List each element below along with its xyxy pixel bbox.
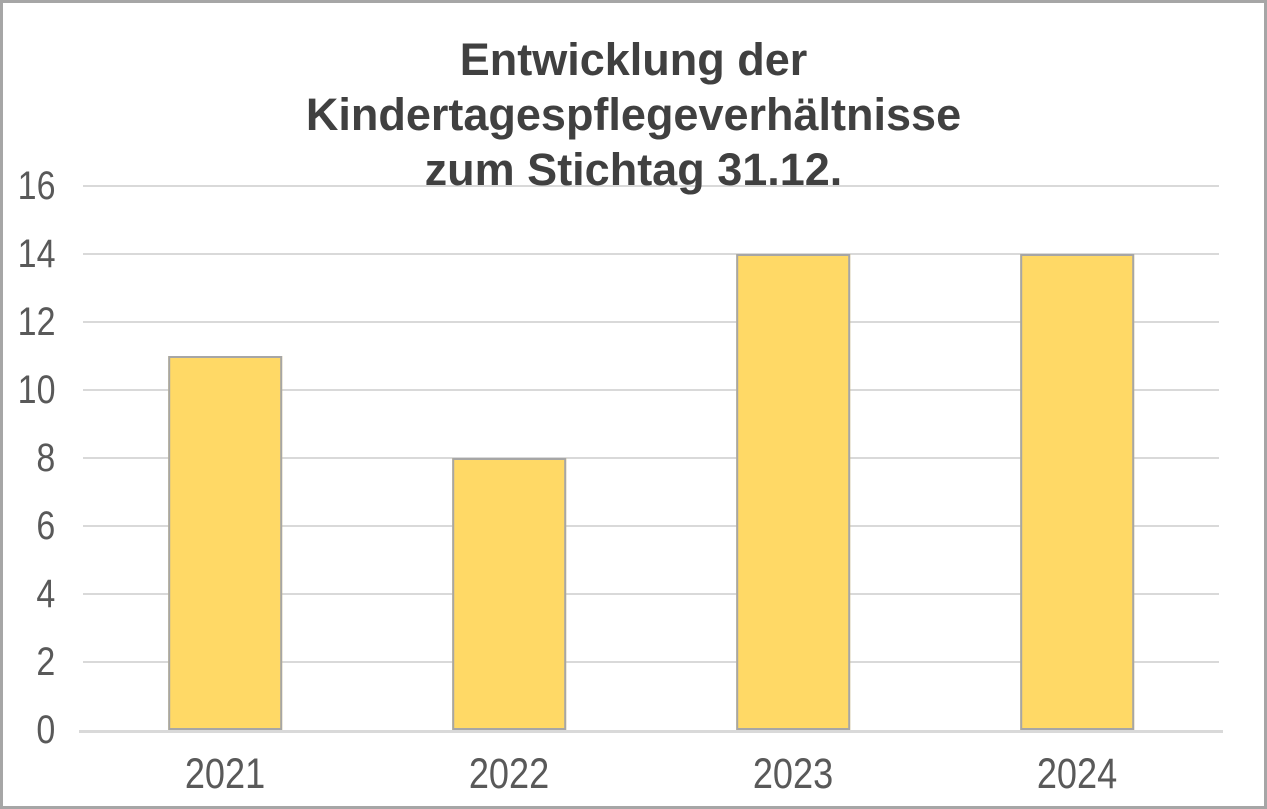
bar-2021 <box>168 356 282 730</box>
gridline <box>83 593 1219 595</box>
gridline <box>83 185 1219 187</box>
y-tick-label: 8 <box>36 436 55 480</box>
x-axis-line <box>79 730 1223 733</box>
bar-2024 <box>1020 254 1134 730</box>
x-category-label: 2023 <box>752 750 834 798</box>
x-axis-category-labels: 2021 2022 2023 2024 <box>83 733 1219 806</box>
gridline <box>83 389 1219 391</box>
y-axis-tick-labels: 0 2 4 6 8 10 12 14 16 <box>3 166 55 750</box>
gridline <box>83 321 1219 323</box>
gridline <box>83 457 1219 459</box>
y-tick-label: 2 <box>36 640 55 684</box>
y-tick-label: 16 <box>17 164 55 208</box>
y-tick-label: 0 <box>36 708 55 752</box>
gridline <box>83 525 1219 527</box>
y-tick-label: 10 <box>17 368 55 412</box>
y-tick-label: 4 <box>36 572 55 616</box>
x-category-label: 2024 <box>1036 750 1118 798</box>
bar-2022 <box>452 458 566 730</box>
bar-2023 <box>736 254 850 730</box>
y-tick-label: 12 <box>17 300 55 344</box>
gridline <box>83 253 1219 255</box>
chart-title: Entwicklung der Kindertagespflegeverhält… <box>305 34 962 195</box>
y-tick-label: 14 <box>17 232 55 276</box>
x-category-label: 2022 <box>468 750 550 798</box>
gridline <box>83 661 1219 663</box>
plot-area <box>79 185 1223 733</box>
x-category-label: 2021 <box>184 750 266 798</box>
y-tick-label: 6 <box>36 504 55 548</box>
